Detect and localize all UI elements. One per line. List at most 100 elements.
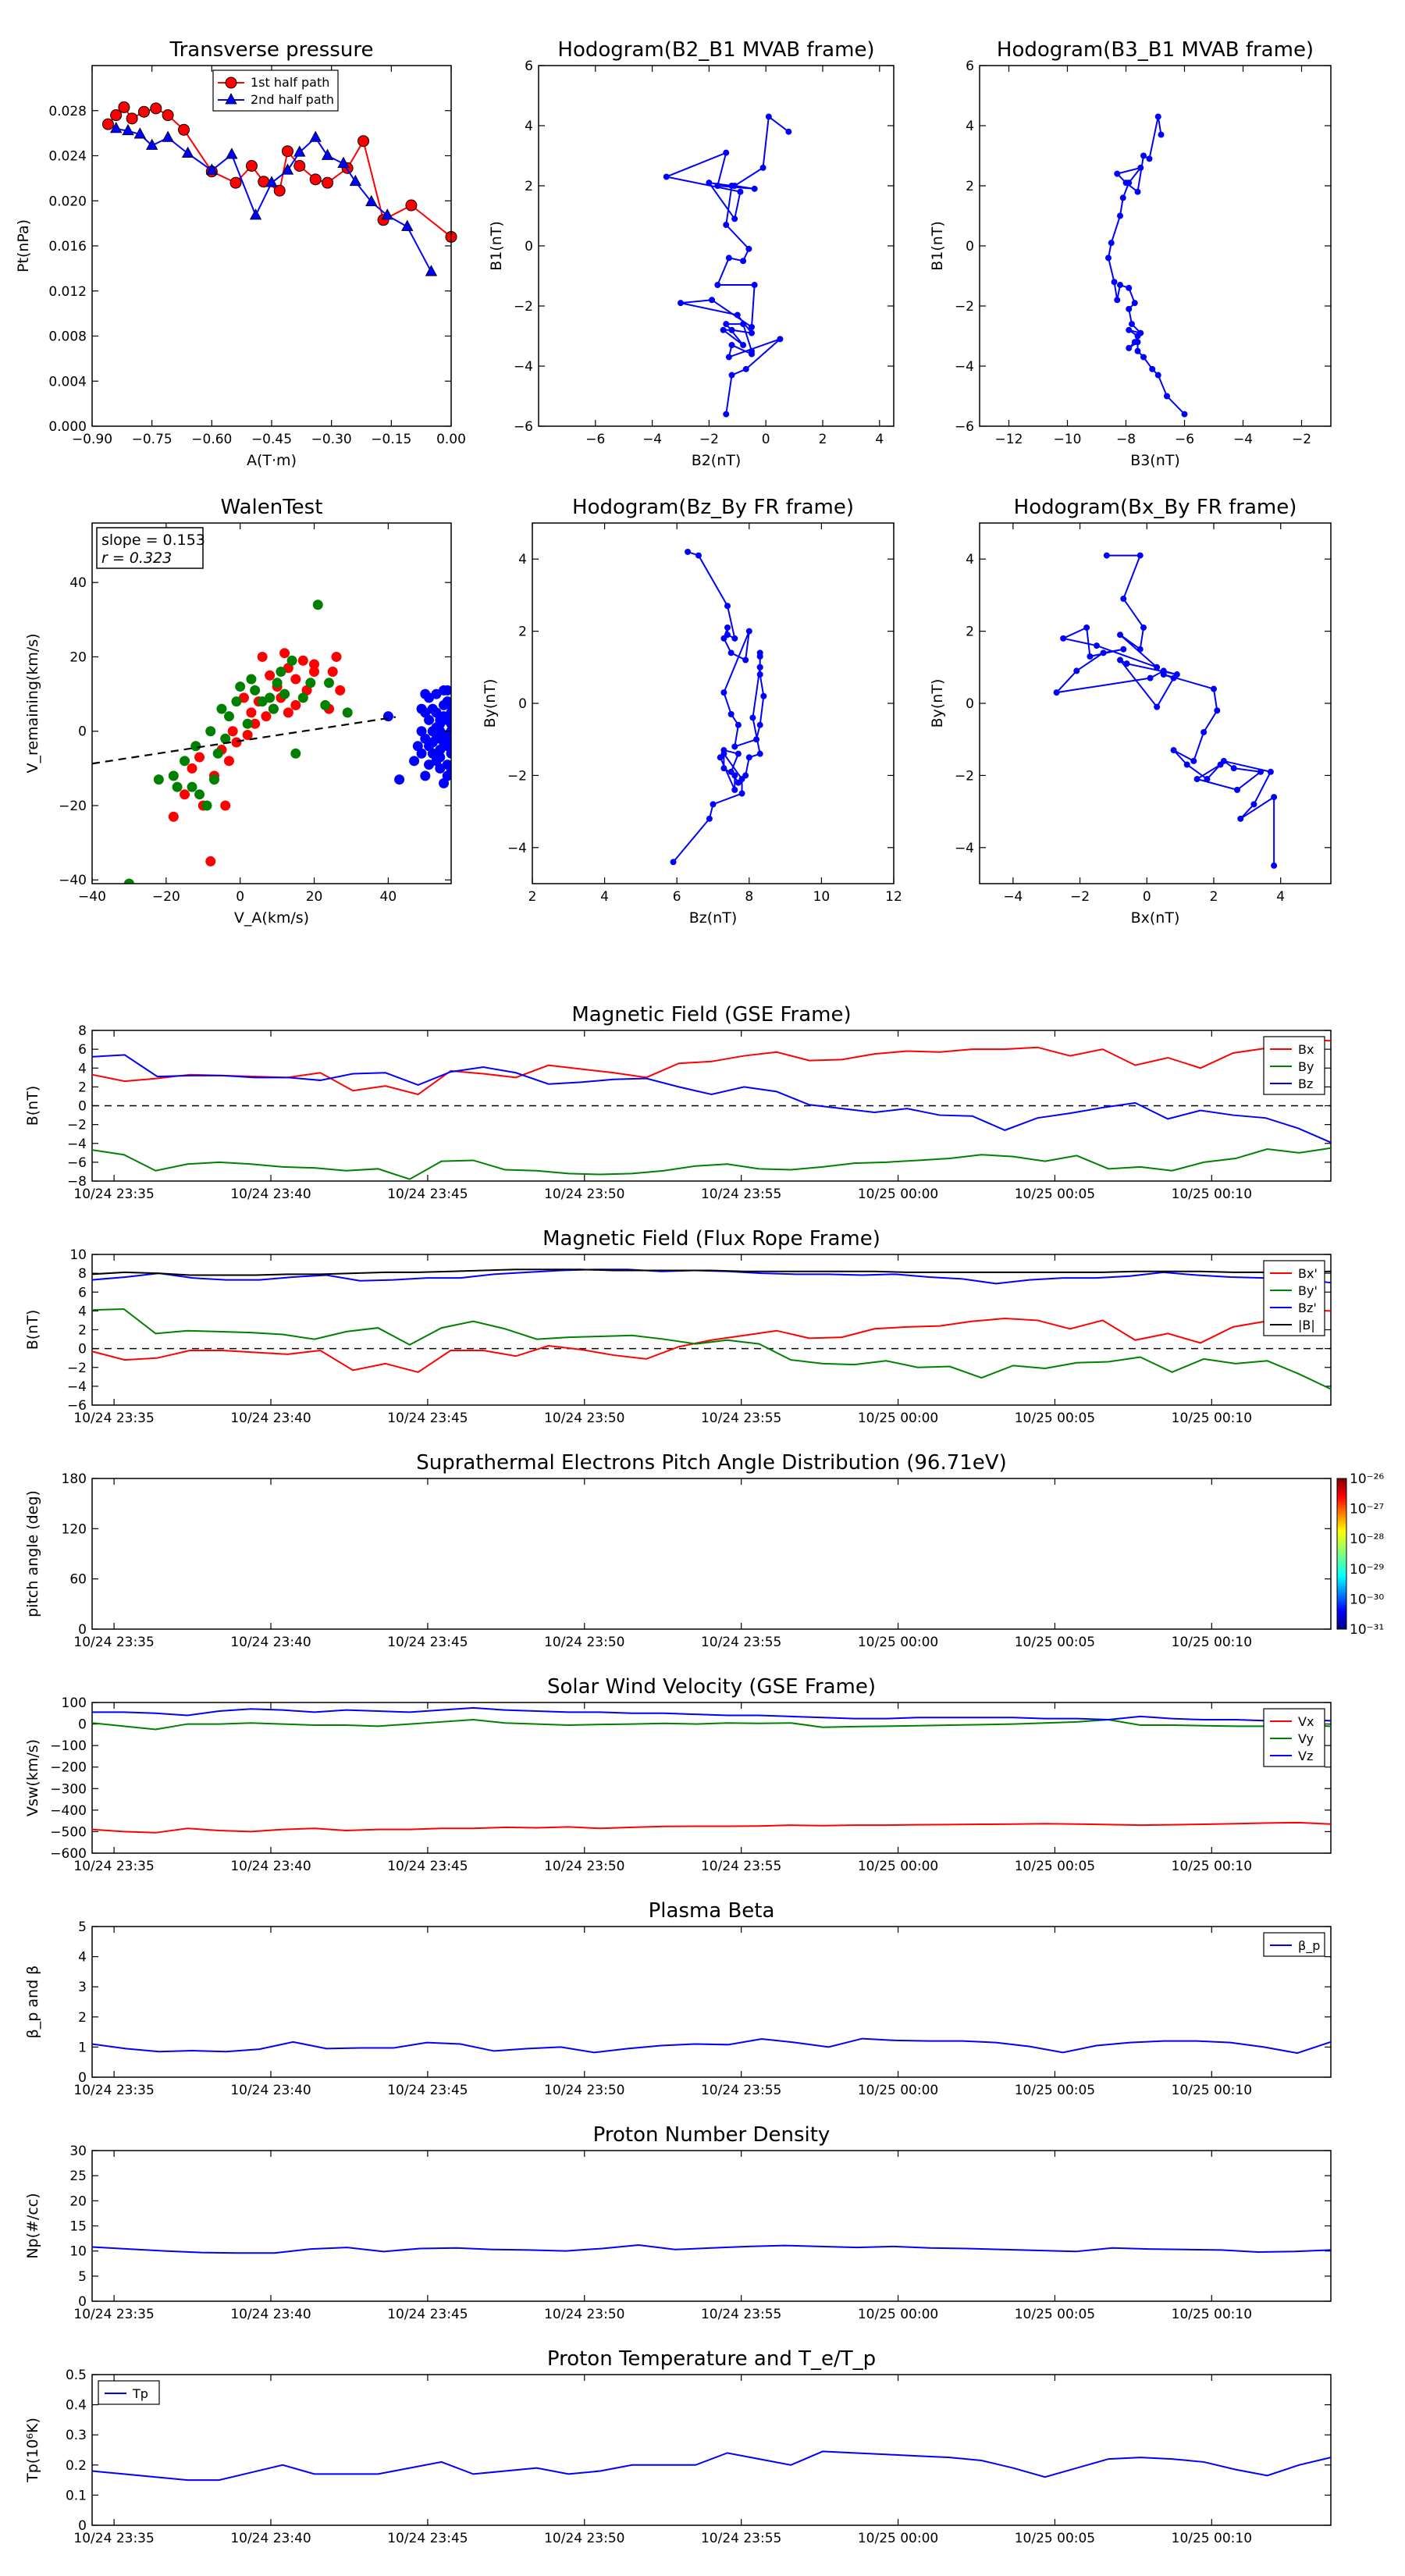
data-point [706, 180, 713, 187]
chart-title: WalenTest [221, 496, 323, 519]
axes-frame [91, 1478, 1332, 1630]
data-point [728, 372, 735, 379]
y-tick-label: 0 [518, 696, 527, 712]
y-axis-label: V_remaining(km/s) [24, 633, 41, 773]
y-tick-label: 0.020 [48, 194, 87, 209]
data-point [1200, 728, 1208, 735]
x-tick-label: 10/24 23:50 [544, 2531, 624, 2546]
data-point [756, 653, 763, 660]
data-point [720, 750, 727, 757]
y-tick-label: 4 [78, 1950, 87, 1966]
x-axis-label: B2(nT) [692, 452, 742, 469]
x-tick-label: 10/24 23:35 [73, 1187, 154, 1202]
y-tick-label: 4 [518, 552, 527, 568]
data-point [1134, 339, 1141, 346]
data-point [123, 878, 134, 884]
x-tick-label: 40 [380, 889, 397, 905]
chart-h4: Hodogram(Bx_By FR frame) −4 −2 0 2 4 −4 −2 0 2 4 Bx… [929, 496, 1332, 927]
y-tick-label: 0 [78, 2518, 87, 2534]
x-tick-label: −12 [995, 432, 1023, 447]
data-point [723, 149, 730, 156]
x-tick-label: 10/24 23:35 [73, 1411, 154, 1426]
data-point [728, 326, 735, 333]
x-tick-label: 2 [528, 889, 537, 905]
y-tick-label: 0 [78, 1622, 87, 1638]
data-point [749, 714, 756, 721]
data-point [751, 185, 758, 192]
x-tick-label: 10/24 23:50 [544, 2083, 624, 2098]
y-tick-label: 0.012 [48, 284, 87, 300]
series-line [91, 1309, 1332, 1373]
data-point [734, 311, 741, 318]
data-point [735, 721, 742, 728]
y-tick-label: 0.016 [48, 239, 87, 254]
x-tick-label: 10/24 23:40 [230, 1411, 311, 1426]
data-point [724, 603, 731, 610]
data-point [1108, 240, 1115, 247]
x-tick-label: 10/25 00:05 [1015, 2531, 1095, 2546]
series-line [91, 1268, 1332, 1276]
y-tick-label: 0.008 [48, 329, 87, 345]
y-tick-label: −4 [955, 841, 974, 856]
data-point [205, 726, 216, 737]
y-tick-label: 0 [78, 1342, 87, 1357]
data-point [1214, 707, 1221, 714]
y-tick-label: 4 [78, 1061, 87, 1076]
y-tick-label: 2 [78, 2010, 87, 2026]
data-point [1120, 596, 1127, 603]
chart-title: Hodogram(Bz_By FR frame) [572, 496, 854, 519]
data-point [756, 750, 763, 757]
series-line [91, 1039, 1332, 1096]
x-axis-label: V_A(km/s) [234, 909, 309, 927]
data-point [1087, 653, 1094, 660]
y-tick-label: −6 [67, 1398, 87, 1414]
data-point [187, 781, 197, 792]
data-point [250, 685, 261, 696]
x-tick-label: 10/25 00:05 [1015, 1187, 1095, 1202]
data-point [226, 148, 238, 159]
data-point [220, 800, 231, 811]
data-point [273, 184, 286, 197]
y-tick-label: 10 [69, 2244, 87, 2260]
data-point [1164, 393, 1170, 400]
data-point [1120, 646, 1127, 653]
chart-mfgse: Magnetic Field (GSE Frame) −8 −6 −4 −2 0 2 4 6 8 1… [24, 1003, 1332, 1202]
x-tick-label: 10/25 00:00 [858, 2307, 938, 2322]
data-point [327, 667, 338, 678]
axes-frame [91, 1926, 1332, 2078]
data-point [663, 173, 670, 180]
y-tick-label: 4 [966, 552, 974, 568]
series-line [91, 1719, 1332, 1731]
y-tick-label: 0 [78, 724, 87, 740]
data-point [150, 102, 162, 115]
x-tick-label: 10/25 00:05 [1015, 1859, 1095, 1874]
x-tick-label: −0.90 [72, 432, 112, 447]
x-tick-label: 10/25 00:00 [858, 2531, 938, 2546]
y-tick-label: −6 [67, 1155, 87, 1171]
x-tick-label: 20 [306, 889, 323, 905]
y-tick-label: −300 [50, 1781, 87, 1797]
axes-frame [979, 522, 1332, 884]
axes-frame [91, 2374, 1332, 2526]
data-point [1154, 703, 1161, 710]
data-point [1134, 347, 1141, 354]
data-point [382, 711, 393, 722]
y-tick-label: 20 [69, 2194, 87, 2209]
data-point [1083, 624, 1090, 631]
y-tick-label: 5 [78, 2269, 87, 2285]
y-tick-label: −2 [955, 299, 974, 315]
x-tick-label: 10/25 00:00 [858, 2083, 938, 2098]
y-tick-label: 5 [78, 1920, 87, 1935]
data-point [709, 297, 716, 304]
x-tick-label: 6 [673, 889, 681, 905]
legend-label: Vy [1298, 1731, 1314, 1746]
x-tick-label: 10/24 23:40 [230, 2083, 311, 2098]
y-tick-label: 3 [78, 1980, 87, 1995]
x-tick-label: 10/24 23:45 [387, 2531, 468, 2546]
y-tick-label: 4 [525, 119, 533, 134]
y-tick-label: 0.4 [66, 2398, 87, 2414]
x-tick-label: 10/24 23:50 [544, 2307, 624, 2322]
data-point [405, 199, 418, 212]
data-point [756, 664, 763, 671]
x-tick-label: 10/24 23:35 [73, 1635, 154, 1650]
